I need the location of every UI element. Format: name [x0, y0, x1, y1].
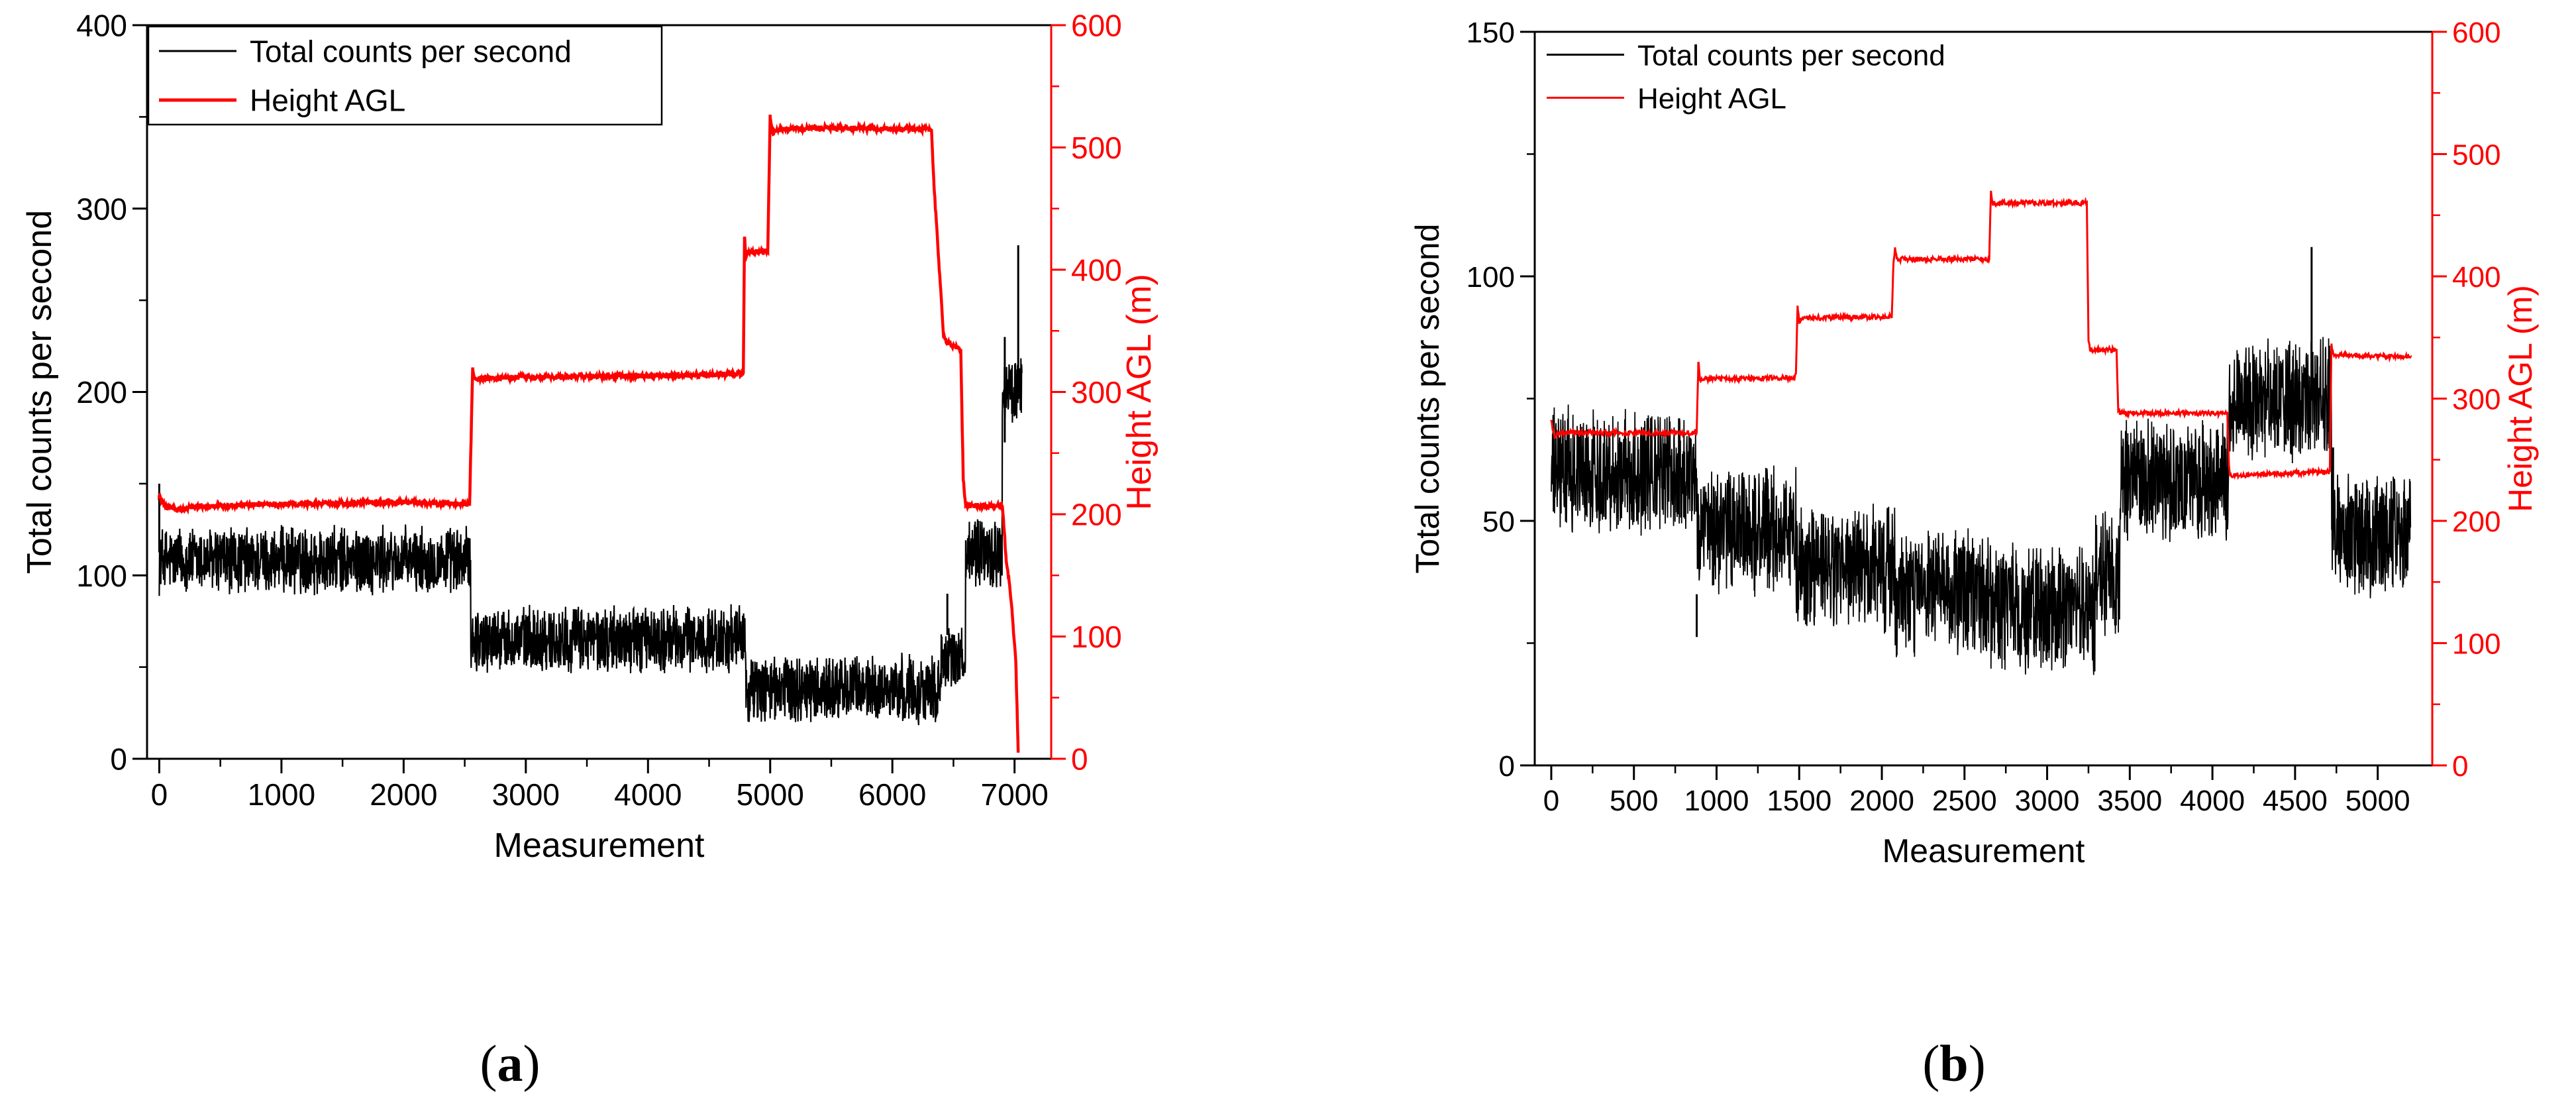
x-tick-label: 3000 [492, 777, 560, 812]
x-tick-label: 0 [151, 777, 168, 812]
chart-a: 0 1000 2000 3000 4000 5000 6000 700001002003004… [21, 9, 1159, 865]
y2-tick-label: 100 [2452, 628, 2500, 660]
y-tick-label: 200 [76, 375, 127, 410]
y2-tick-label: 400 [1071, 253, 1122, 288]
y2-tick-label: 500 [1071, 131, 1122, 165]
x-axis-title: Measurement [494, 826, 705, 865]
y2-tick-label: 0 [2452, 750, 2468, 783]
legend-box [1536, 33, 1996, 119]
y-tick-label: 400 [76, 9, 127, 43]
caption-b-letter: b [1939, 1034, 1969, 1092]
y2-tick-label: 200 [2452, 506, 2500, 538]
y2-tick-label: 100 [1071, 620, 1122, 654]
legend: Total counts per second Height AGL [1536, 33, 1996, 119]
y2-tick-label: 200 [1071, 498, 1122, 532]
legend-box [147, 25, 663, 126]
x-tick-label: 2000 [370, 777, 437, 812]
y2-tick-label: 600 [2452, 17, 2500, 49]
y2-tick-label: 600 [1071, 9, 1122, 43]
legend-label-0: Total counts per second [1637, 39, 1945, 72]
y-axis-title: Total counts per second [21, 210, 59, 574]
x-tick-label: 4000 [614, 777, 682, 812]
x-tick-label: 3000 [2015, 785, 2080, 817]
legend-label-0: Total counts per second [250, 34, 572, 69]
y-tick-label: 150 [1467, 17, 1515, 49]
x-tick-label: 500 [1610, 785, 1658, 817]
y2-axis-title: Height AGL (m) [1120, 274, 1159, 510]
x-tick-label: 0 [1543, 785, 1559, 817]
y-tick-label: 100 [1467, 261, 1515, 294]
caption-b: (b) [1922, 1034, 1986, 1092]
series-height-line [1550, 190, 2412, 480]
x-tick-label: 4000 [2180, 785, 2245, 817]
y-tick-label: 50 [1482, 506, 1515, 538]
series-counts-line [158, 358, 1023, 726]
x-tick-label: 1500 [1767, 785, 1831, 817]
chart-b: 0 500 1000 1500 2000 2500 3000 3500 4000 4500 5000… [1409, 17, 2539, 869]
x-tick-label: 6000 [858, 777, 926, 812]
x-tick-label: 1000 [248, 777, 315, 812]
x-tick-label: 3500 [2097, 785, 2162, 817]
y2-tick-label: 400 [2452, 261, 2500, 294]
x-tick-label: 5000 [2345, 785, 2410, 817]
y2-axis-title: Height AGL (m) [2502, 285, 2539, 512]
caption-a: (a) [480, 1034, 541, 1092]
x-tick-label: 5000 [737, 777, 804, 812]
x-axis-title: Measurement [1882, 832, 2085, 869]
y-tick-label: 100 [76, 559, 127, 593]
y2-tick-label: 300 [2452, 383, 2500, 416]
legend: Total counts per second Height AGL [147, 25, 663, 126]
legend-label-1: Height AGL [1637, 82, 1786, 115]
x-tick-label: 7000 [980, 777, 1048, 812]
y-tick-label: 0 [110, 742, 127, 777]
x-tick-label: 2500 [1932, 785, 1997, 817]
y2-tick-label: 300 [1071, 375, 1122, 410]
series-height-line [158, 114, 1020, 753]
x-tick-label: 2000 [1849, 785, 1914, 817]
y-axis-title: Total counts per second [1409, 223, 1446, 573]
caption-a-letter: a [497, 1034, 523, 1092]
legend-label-1: Height AGL [250, 83, 405, 118]
series-counts-line [1551, 337, 2412, 675]
y-tick-label: 300 [76, 192, 127, 226]
y2-tick-label: 0 [1071, 742, 1088, 777]
x-tick-label: 4500 [2263, 785, 2328, 817]
x-tick-label: 1000 [1684, 785, 1749, 817]
y2-tick-label: 500 [2452, 138, 2500, 171]
y-tick-label: 0 [1499, 750, 1515, 783]
